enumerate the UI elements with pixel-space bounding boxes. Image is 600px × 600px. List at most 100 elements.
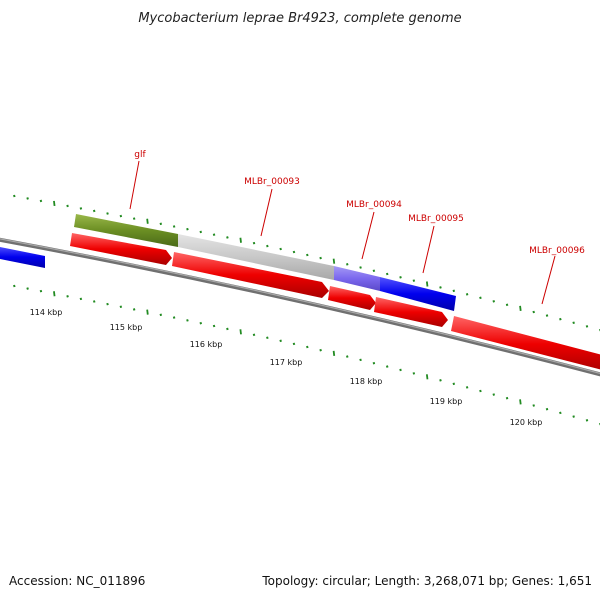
feature-grey-region (178, 234, 334, 280)
gc-tick-outer-5 (79, 207, 83, 210)
gc-tick-inner-7 (106, 302, 109, 306)
gc-tick-outer-19 (266, 244, 269, 248)
gc-tick-inner-24 (332, 350, 336, 356)
gene-label-mlbr-00095: MLBr_00095 (408, 214, 464, 224)
gc-tick-inner-12 (172, 316, 176, 319)
gc-tick-inner-19 (266, 336, 269, 340)
gc-tick-inner-27 (372, 361, 376, 365)
gc-tick-inner-37 (505, 396, 509, 400)
gc-tick-outer-23 (319, 256, 322, 260)
gc-tick-inner-4 (66, 295, 69, 298)
scale-label-114: 114 kbp (30, 308, 63, 317)
gc-tick-outer-40 (545, 314, 549, 317)
gc-tick-outer-10 (146, 218, 149, 224)
leader-line-mlbr-00094 (361, 211, 375, 260)
gc-tick-inner-23 (319, 348, 322, 352)
gc-tick-outer-42 (572, 321, 575, 325)
gc-tick-inner-43 (585, 419, 589, 422)
gc-tick-inner-35 (479, 389, 482, 393)
gc-tick-inner-13 (186, 319, 189, 322)
gc-tick-outer-28 (385, 272, 389, 276)
gc-tick-inner-20 (279, 339, 282, 343)
feature-glf-green (74, 214, 178, 247)
gc-tick-outer-27 (372, 269, 376, 273)
gc-tick-outer-31 (425, 281, 429, 287)
gc-tick-inner-39 (532, 404, 535, 407)
feature-cds-forward-left (0, 247, 45, 268)
gc-tick-outer-18 (252, 241, 256, 245)
gc-tick-inner-5 (79, 297, 83, 301)
gc-tick-outer-32 (439, 286, 442, 289)
gc-tick-inner-29 (399, 368, 402, 372)
gc-tick-inner-8 (119, 305, 123, 309)
gc-tick-outer-34 (465, 293, 469, 296)
gc-tick-inner-21 (292, 342, 296, 346)
feature-cds-forward-00095 (380, 277, 456, 311)
gc-tick-inner-10 (146, 309, 149, 315)
gc-tick-inner-31 (425, 374, 429, 380)
accession-label: Accession: NC_011896 (9, 574, 146, 588)
gc-tick-outer-1 (26, 197, 29, 200)
gc-tick-row-outer (13, 194, 600, 332)
gc-tick-outer-22 (306, 253, 309, 257)
feature-cds-reverse-00096 (451, 316, 600, 370)
gc-tick-row-inner (13, 284, 600, 426)
gc-tick-outer-43 (585, 325, 589, 328)
scale-label-120: 120 kbp (510, 418, 543, 427)
gc-tick-outer-24 (332, 258, 336, 264)
gc-tick-outer-30 (412, 279, 416, 282)
gc-tick-outer-11 (159, 222, 163, 226)
gc-tick-inner-25 (345, 355, 349, 358)
gc-tick-inner-34 (465, 386, 469, 389)
gc-tick-outer-6 (92, 209, 96, 213)
gc-tick-inner-15 (212, 324, 216, 328)
gc-tick-outer-20 (279, 247, 282, 251)
gc-tick-outer-9 (132, 217, 136, 220)
gc-tick-outer-33 (452, 289, 456, 293)
feature-cds-reverse-00093 (172, 252, 329, 298)
leader-line-glf (129, 160, 140, 210)
gc-tick-outer-37 (505, 303, 509, 307)
gc-tick-inner-22 (306, 345, 309, 349)
gc-tick-outer-36 (492, 300, 496, 303)
gc-tick-inner-18 (252, 333, 256, 337)
gc-tick-inner-3 (53, 291, 56, 297)
gene-label-mlbr-00093: MLBr_00093 (244, 177, 300, 187)
gc-tick-inner-17 (239, 329, 242, 335)
gc-tick-inner-0 (13, 284, 16, 288)
gc-tick-inner-2 (39, 289, 43, 293)
gc-tick-outer-4 (66, 204, 69, 208)
gc-tick-inner-14 (199, 321, 203, 325)
gc-tick-outer-26 (359, 266, 362, 269)
gc-tick-outer-3 (53, 200, 56, 207)
gc-tick-inner-40 (545, 407, 549, 411)
gc-tick-inner-1 (26, 287, 29, 290)
feature-purple-region (334, 266, 380, 291)
gc-tick-inner-33 (452, 382, 456, 386)
feature-cds-reverse-00095 (374, 297, 448, 327)
scale-label-119: 119 kbp (430, 397, 463, 406)
feature-cds-reverse-glf (70, 233, 172, 265)
gc-tick-inner-16 (226, 327, 229, 331)
gc-tick-outer-8 (119, 214, 123, 218)
gc-tick-outer-29 (399, 276, 402, 279)
gc-tick-outer-35 (479, 296, 482, 300)
gc-tick-outer-0 (13, 194, 16, 198)
gc-tick-outer-17 (239, 237, 242, 243)
gc-tick-outer-14 (199, 230, 203, 234)
gc-tick-inner-38 (519, 399, 522, 405)
gc-tick-outer-25 (345, 263, 349, 266)
gc-tick-outer-16 (226, 236, 229, 239)
leader-line-mlbr-00096 (541, 255, 556, 305)
genome-backbone-highlight (0, 238, 600, 374)
gc-tick-inner-26 (359, 358, 362, 362)
gc-tick-inner-36 (492, 393, 496, 396)
gc-tick-outer-12 (172, 225, 176, 228)
gc-tick-outer-2 (39, 199, 43, 203)
genome-summary: Topology: circular; Length: 3,268,071 bp… (262, 574, 592, 588)
gc-tick-outer-21 (292, 250, 296, 254)
leader-line-mlbr-00093 (260, 188, 273, 237)
gc-tick-outer-13 (186, 227, 189, 231)
gc-tick-outer-38 (519, 305, 522, 312)
